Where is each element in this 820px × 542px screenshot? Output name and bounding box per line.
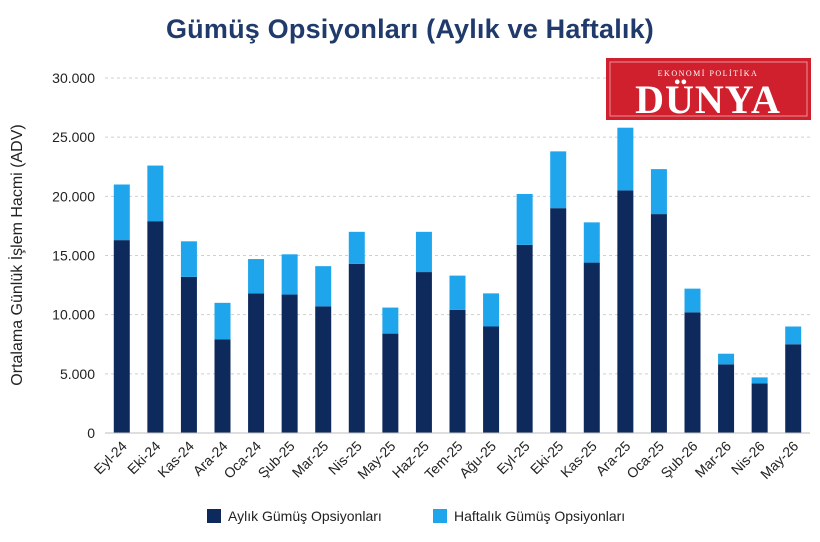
x-tick-label: May-25 bbox=[354, 438, 398, 482]
logo-background bbox=[606, 58, 811, 120]
bar-haftalik bbox=[516, 193, 533, 245]
dunya-logo: EKONOMİ POLİTİKA DÜNYA bbox=[606, 58, 811, 122]
x-tick-label: Şub-26 bbox=[657, 438, 700, 481]
legend-swatch-haftalik bbox=[433, 509, 447, 523]
bar-aylik bbox=[415, 272, 432, 433]
bar-haftalik bbox=[214, 302, 231, 340]
y-tick-label: 5.000 bbox=[60, 366, 95, 382]
bar-haftalik bbox=[147, 165, 164, 222]
bar-haftalik bbox=[281, 254, 298, 295]
x-tick-label: Şub-25 bbox=[255, 438, 298, 481]
bar-aylik bbox=[214, 339, 231, 433]
bar-aylik bbox=[684, 312, 701, 433]
bar-aylik bbox=[281, 294, 298, 433]
x-tick-label: Kas-24 bbox=[154, 438, 197, 481]
y-axis-label: Ortalama Günlük İşlem Hacmi (ADV) bbox=[7, 124, 26, 385]
y-tick-label: 30.000 bbox=[52, 70, 95, 86]
bar-haftalik bbox=[583, 222, 600, 263]
bars bbox=[113, 127, 802, 433]
logo-border bbox=[609, 61, 808, 117]
bar-aylik bbox=[751, 383, 768, 433]
bar-aylik bbox=[516, 244, 533, 433]
y-tick-label: 0 bbox=[87, 425, 95, 441]
bar-aylik bbox=[147, 221, 164, 433]
bar-haftalik bbox=[248, 259, 265, 294]
bar-aylik bbox=[718, 364, 735, 433]
x-tick-label: Eyl-24 bbox=[91, 438, 131, 478]
bar-haftalik bbox=[180, 241, 197, 277]
bar-haftalik bbox=[684, 288, 701, 313]
logo-main-text: DÜNYA bbox=[635, 77, 781, 122]
bar-haftalik bbox=[617, 127, 634, 191]
y-tick-label: 25.000 bbox=[52, 129, 95, 145]
bar-haftalik bbox=[650, 169, 667, 215]
bar-aylik bbox=[348, 263, 365, 433]
bar-haftalik bbox=[785, 326, 802, 345]
bar-aylik bbox=[483, 326, 500, 433]
legend: Aylık Gümüş Opsiyonları Haftalık Gümüş O… bbox=[207, 508, 625, 524]
x-tick-label: Oca-24 bbox=[220, 438, 264, 482]
y-tick-label: 20.000 bbox=[52, 188, 95, 204]
bar-aylik bbox=[315, 306, 332, 433]
bar-aylik bbox=[248, 293, 265, 433]
x-tick-label: Ağu-25 bbox=[456, 438, 499, 481]
bar-aylik bbox=[583, 262, 600, 433]
bar-haftalik bbox=[348, 231, 365, 264]
bar-aylik bbox=[617, 190, 634, 433]
x-tick-label: Mar-25 bbox=[289, 438, 332, 481]
x-tick-label: Oca-25 bbox=[623, 438, 667, 482]
x-tick-label: Eyl-25 bbox=[493, 438, 533, 478]
bar-haftalik bbox=[550, 151, 567, 209]
legend-label-haftalik: Haftalık Gümüş Opsiyonları bbox=[454, 508, 625, 524]
bar-aylik bbox=[650, 214, 667, 433]
y-tick-label: 10.000 bbox=[52, 307, 95, 323]
legend-label-aylik: Aylık Gümüş Opsiyonları bbox=[228, 508, 382, 524]
bar-haftalik bbox=[415, 231, 432, 273]
bar-haftalik bbox=[382, 307, 399, 334]
bar-haftalik bbox=[315, 266, 332, 307]
bar-haftalik bbox=[449, 275, 466, 310]
x-tick-label: Kas-25 bbox=[557, 438, 600, 481]
legend-swatch-aylik bbox=[207, 509, 221, 523]
bar-haftalik bbox=[483, 293, 500, 327]
bar-aylik bbox=[550, 208, 567, 433]
chart-title: Gümüş Opsiyonları (Aylık ve Haftalık) bbox=[165, 14, 655, 44]
bar-aylik bbox=[449, 309, 466, 433]
y-tick-label: 15.000 bbox=[52, 248, 95, 264]
x-tick-label: Tem-25 bbox=[421, 438, 465, 482]
bar-haftalik bbox=[113, 184, 130, 241]
bar-aylik bbox=[113, 240, 130, 433]
bar-haftalik bbox=[751, 377, 768, 384]
bar-aylik bbox=[785, 344, 802, 433]
bar-haftalik bbox=[718, 353, 735, 365]
x-tick-label: May-26 bbox=[757, 438, 801, 482]
logo-top-text: EKONOMİ POLİTİKA bbox=[658, 69, 759, 78]
bar-aylik bbox=[180, 276, 197, 433]
x-tick-label: Mar-26 bbox=[692, 438, 735, 481]
bar-aylik bbox=[382, 333, 399, 433]
